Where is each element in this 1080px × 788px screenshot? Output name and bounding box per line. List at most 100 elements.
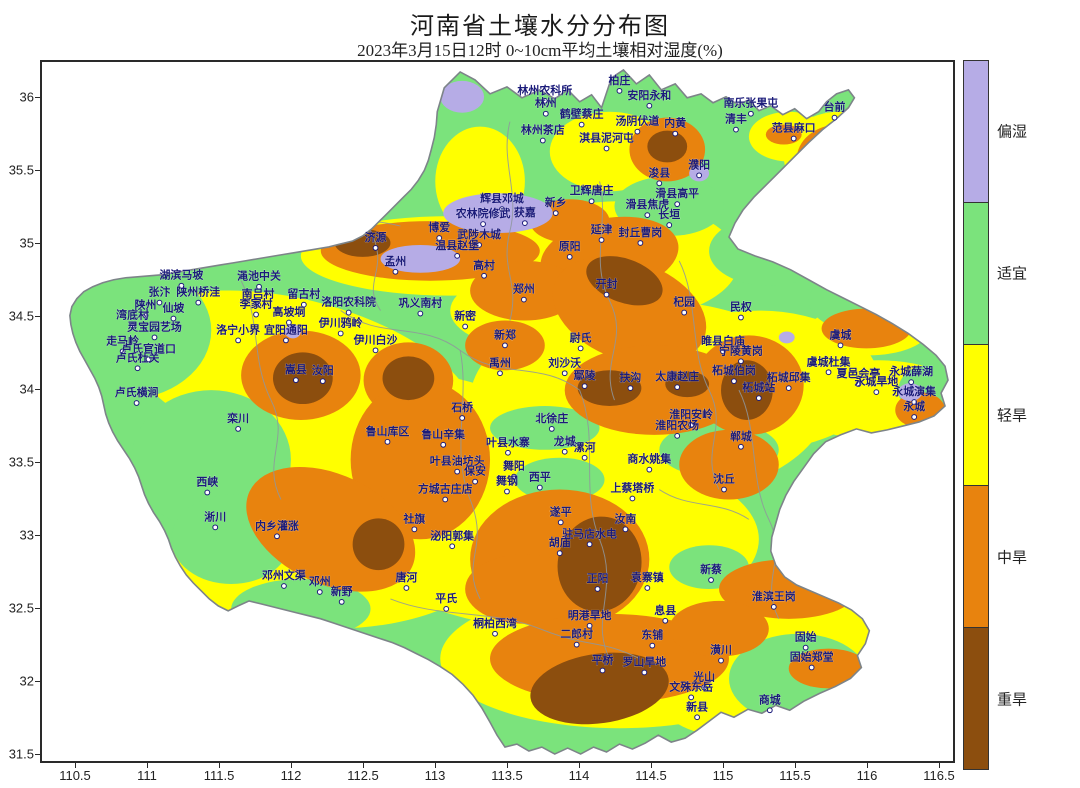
y-tick-label: 36 [19, 89, 34, 105]
station-marker [785, 385, 792, 392]
station-marker [766, 707, 773, 714]
x-tick-mark [723, 763, 724, 768]
regions-severe-drought [272, 130, 866, 725]
station-marker [738, 443, 744, 450]
station-marker [696, 172, 703, 179]
station-label: 淮阳安岭 [669, 407, 713, 421]
station-label: 张汴 [149, 285, 171, 299]
station-label: 郸城 [730, 429, 752, 443]
station-label: 陕州 [135, 298, 157, 312]
station-label: 淮阳农场 [655, 418, 699, 432]
station-label: 获嘉 [514, 205, 536, 219]
station-label: 永城旱地 [853, 374, 898, 388]
station-marker [694, 714, 701, 721]
station-label: 新蔡 [700, 562, 722, 576]
x-tick-label: 115.5 [779, 768, 811, 783]
station-marker [536, 484, 543, 491]
station-label: 卢氏横涧 [115, 385, 159, 399]
station-marker [627, 385, 634, 392]
station-label: 舞阳 [503, 459, 525, 473]
station-marker [178, 282, 185, 289]
station-label: 鹤壁蔡庄 [560, 107, 604, 121]
station-label: 高坡垌 [272, 305, 305, 319]
station-marker [790, 135, 797, 142]
y-tick-mark [35, 608, 40, 609]
station-marker [644, 585, 651, 591]
station-label: 固始 [795, 630, 817, 644]
station-marker [499, 206, 505, 213]
station-marker [561, 448, 568, 455]
station-label: 永城薛湖 [888, 364, 933, 378]
station-marker [548, 426, 555, 432]
x-tick-mark [435, 763, 436, 768]
station-marker [480, 221, 486, 227]
station-marker [561, 370, 568, 377]
station-label: 邓州文渠 [262, 568, 306, 582]
station-label: 农林院修武 [455, 206, 511, 220]
station-label: 北徐庄 [535, 411, 568, 425]
station-label: 柘城伯岗 [711, 363, 756, 377]
station-label: 孟州 [385, 255, 407, 268]
station-label: 尉氏 [570, 330, 592, 344]
legend-segment-4 [964, 486, 988, 629]
station-marker [701, 684, 707, 691]
y-tick-label: 35 [19, 235, 34, 251]
station-marker [831, 114, 838, 121]
legend-segment-5 [964, 628, 988, 769]
y-tick-label: 32 [19, 673, 34, 689]
station-marker [731, 378, 737, 385]
station-label: 伊川白沙 [353, 332, 398, 346]
y-tick-label: 32.5 [8, 600, 34, 616]
station-label: 驻马店水电 [562, 526, 617, 540]
station-marker [142, 312, 149, 319]
x-tick-label: 116 [856, 768, 878, 783]
station-marker [459, 415, 466, 421]
station-marker [319, 378, 326, 385]
station-label: 留古村 [287, 287, 320, 301]
station-marker [539, 137, 546, 144]
station-marker [454, 468, 461, 475]
x-tick-label: 113 [424, 768, 446, 783]
station-marker [281, 583, 287, 589]
station-marker [454, 253, 461, 259]
station-label: 李家村 [239, 297, 273, 311]
station-marker [286, 319, 292, 326]
y-tick-mark [35, 170, 40, 171]
station-label: 明港旱地 [568, 608, 612, 622]
station-label: 扶沟 [619, 370, 641, 384]
station-label: 保安 [463, 464, 486, 478]
station-label: 博爱 [428, 220, 450, 234]
station-label: 方城古庄店 [418, 482, 473, 496]
station-label: 禹州 [489, 355, 511, 369]
x-tick-mark [219, 763, 220, 768]
station-label: 汝南 [614, 511, 636, 525]
station-marker [552, 210, 559, 217]
station-marker [616, 87, 623, 94]
station-marker [436, 235, 443, 241]
legend-bar [963, 60, 989, 770]
station-marker [497, 370, 503, 377]
y-tick-mark [35, 97, 40, 98]
station-label: 上蔡塔桥 [611, 481, 655, 495]
station-label: 嵩县 [285, 362, 307, 376]
station-marker [372, 245, 379, 251]
station-label: 遂平 [550, 504, 572, 518]
station-marker [417, 310, 424, 317]
station-marker [145, 356, 152, 363]
station-label: 濮阳 [688, 157, 710, 171]
station-label: 汝阳 [312, 363, 334, 377]
legend-label-4: 中旱 [997, 550, 1028, 567]
page-subtitle: 2023年3月15日12时 0~10cm平均土壤相对湿度(%) [357, 41, 723, 60]
station-marker [873, 389, 880, 395]
station-label: 鲁山库区 [366, 424, 410, 438]
station-label: 唐河 [395, 570, 417, 584]
x-tick-label: 111.5 [203, 768, 235, 783]
station-marker [292, 377, 299, 384]
x-tick-mark [795, 763, 796, 768]
x-tick-label: 114.5 [635, 768, 667, 783]
station-label: 湾底村 [116, 308, 149, 322]
station-marker [748, 110, 754, 117]
station-marker [472, 478, 478, 485]
